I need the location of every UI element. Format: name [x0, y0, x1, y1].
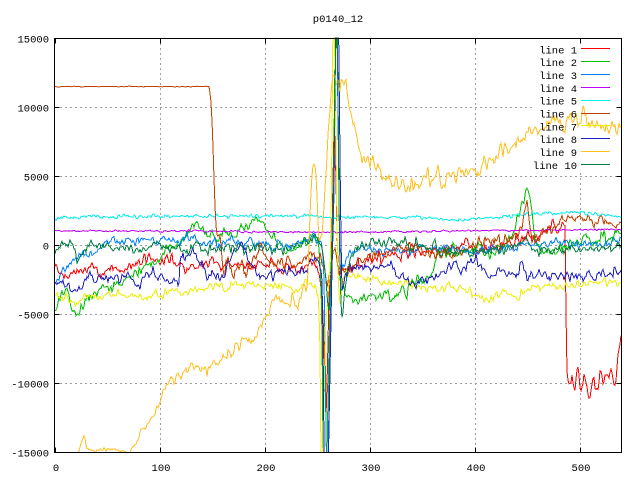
svg-text:400: 400	[467, 463, 486, 475]
svg-text:line 3: line 3	[539, 71, 577, 83]
svg-text:line 10: line 10	[533, 161, 577, 173]
svg-text:500: 500	[572, 463, 591, 475]
svg-text:5000: 5000	[24, 173, 49, 185]
svg-text:line 7: line 7	[539, 122, 577, 134]
svg-text:-5000: -5000	[17, 311, 49, 323]
svg-text:15000: 15000	[17, 35, 49, 47]
svg-text:-15000: -15000	[11, 449, 49, 461]
svg-text:line 1: line 1	[539, 45, 577, 57]
svg-text:0: 0	[43, 242, 49, 254]
svg-text:line 5: line 5	[539, 97, 577, 109]
svg-text:line 6: line 6	[539, 110, 577, 122]
svg-text:line 2: line 2	[539, 58, 577, 70]
svg-text:line 4: line 4	[539, 84, 577, 96]
svg-text:-10000: -10000	[11, 380, 49, 392]
svg-text:line 8: line 8	[539, 135, 577, 147]
svg-text:0: 0	[53, 463, 59, 475]
svg-text:300: 300	[362, 463, 381, 475]
svg-text:10000: 10000	[17, 104, 49, 116]
svg-text:p0140_12: p0140_12	[313, 14, 363, 26]
svg-text:line 9: line 9	[539, 148, 577, 160]
svg-text:100: 100	[152, 463, 171, 475]
svg-text:200: 200	[257, 463, 276, 475]
